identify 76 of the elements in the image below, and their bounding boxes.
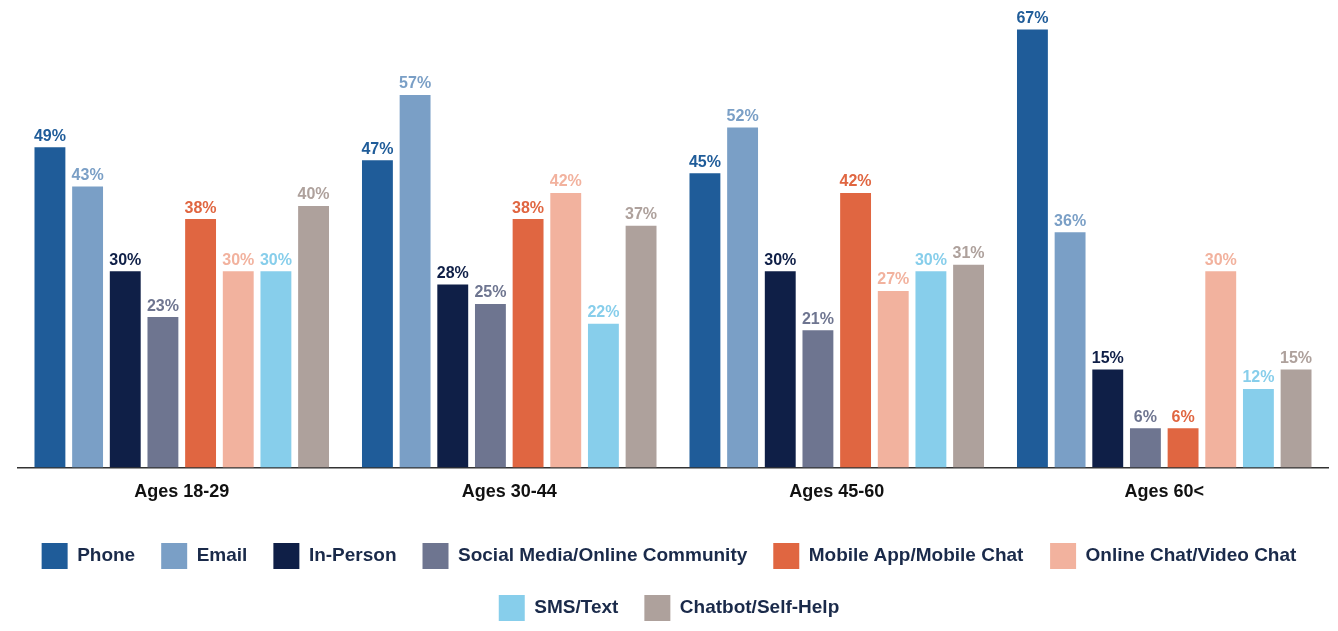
data-label: 67%	[1016, 9, 1049, 27]
data-label: 12%	[1242, 368, 1275, 386]
data-label: 38%	[512, 198, 545, 216]
legend-label: Phone	[77, 544, 136, 566]
bar	[260, 271, 292, 468]
bar	[474, 304, 506, 468]
bar	[1280, 369, 1312, 468]
legend-label: Mobile App/Mobile Chat	[808, 544, 1025, 566]
bar	[550, 192, 582, 468]
bar	[915, 271, 947, 468]
data-label: 6%	[1133, 407, 1157, 425]
x-tick-label: Ages 60<	[1124, 481, 1205, 502]
data-label: 30%	[259, 250, 292, 268]
bar	[1205, 271, 1237, 468]
data-label: 6%	[1171, 407, 1195, 425]
legend-label: In-Person	[308, 544, 397, 566]
legend-label: SMS/Text	[534, 596, 620, 618]
data-label: 30%	[1204, 250, 1237, 268]
data-label: 25%	[474, 283, 507, 301]
bar	[1092, 369, 1124, 468]
data-label: 30%	[764, 250, 797, 268]
x-tick-label: Ages 45-60	[789, 481, 885, 502]
bar	[72, 186, 104, 468]
bar	[222, 271, 254, 468]
bar	[361, 160, 393, 468]
bar	[147, 317, 179, 468]
bar	[512, 219, 544, 468]
data-label: 15%	[1091, 348, 1124, 366]
data-label: 23%	[146, 296, 179, 314]
data-label: 52%	[726, 107, 759, 125]
legend-label: Email	[196, 544, 248, 566]
bar	[953, 264, 985, 468]
data-label: 28%	[436, 263, 469, 281]
bar	[1242, 388, 1274, 468]
data-label: 21%	[801, 309, 834, 327]
data-label: 30%	[109, 250, 142, 268]
data-label: 38%	[184, 198, 217, 216]
data-label: 15%	[1280, 348, 1313, 366]
legend-label: Chatbot/Self-Help	[679, 596, 840, 618]
data-label: 43%	[71, 165, 104, 183]
data-label: 30%	[914, 250, 947, 268]
legend-label: Online Chat/Video Chat	[1085, 544, 1298, 566]
x-tick-label: Ages 18-29	[134, 481, 230, 502]
data-label: 49%	[33, 126, 66, 144]
legend-label: Social Media/Online Community	[458, 544, 748, 566]
bar	[625, 225, 657, 468]
bar	[1167, 428, 1199, 468]
data-label: 42%	[549, 172, 582, 190]
bar	[109, 271, 141, 468]
bar	[802, 330, 834, 468]
bar	[689, 173, 721, 468]
data-label: 31%	[952, 244, 985, 262]
data-label: 36%	[1054, 211, 1087, 229]
data-label: 45%	[688, 152, 721, 170]
bar	[1016, 29, 1048, 468]
data-label: 22%	[587, 303, 620, 321]
bar	[840, 192, 872, 468]
bar	[727, 127, 759, 468]
bar	[298, 206, 330, 468]
x-tick-label: Ages 30-44	[461, 481, 557, 502]
data-label: 30%	[222, 250, 255, 268]
data-label: 57%	[399, 74, 432, 92]
bar	[764, 271, 796, 468]
bar	[877, 290, 909, 468]
data-label: 47%	[361, 139, 394, 157]
bar	[399, 94, 431, 468]
data-label: 42%	[839, 172, 872, 190]
data-label: 40%	[297, 185, 330, 203]
bar	[1054, 232, 1086, 468]
bar	[587, 323, 619, 468]
bar	[34, 147, 66, 468]
bar	[1129, 428, 1161, 468]
data-label: 27%	[877, 270, 910, 288]
bar	[185, 219, 217, 468]
bar	[437, 284, 469, 468]
data-label: 37%	[625, 205, 658, 223]
